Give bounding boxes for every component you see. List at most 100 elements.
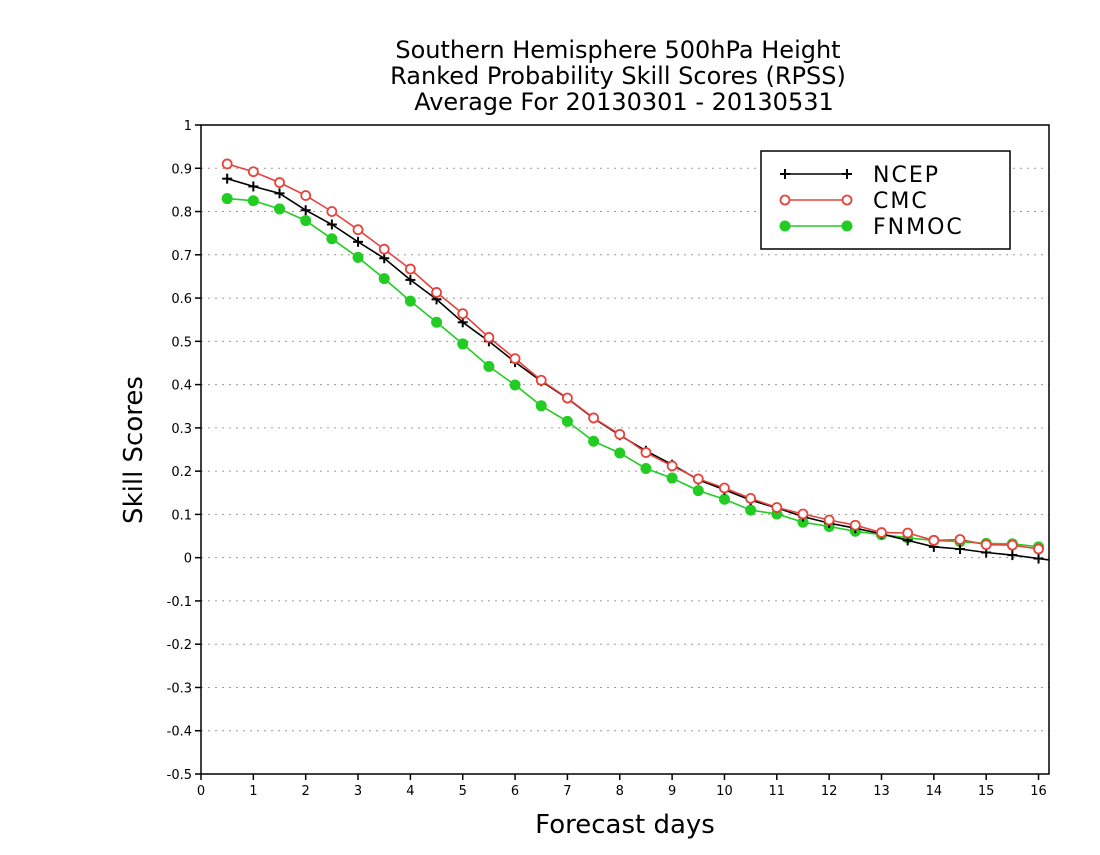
- x-tick-label: 1: [249, 784, 257, 799]
- legend-label-fnmoc: FNMOC: [873, 215, 964, 240]
- data-point-cmc: [666, 460, 678, 472]
- data-point-ncep: [379, 253, 390, 264]
- gridlines: [201, 167, 1049, 732]
- data-point-ncep: [274, 188, 285, 199]
- data-point-cmc: [876, 527, 887, 538]
- data-point-ncep: [222, 173, 233, 184]
- y-tick-label: 0.4: [171, 379, 192, 394]
- y-tick-label: 0.7: [171, 249, 192, 264]
- data-point-fnmoc: [509, 379, 521, 391]
- y-tick-label: 0.9: [171, 162, 192, 177]
- data-point-ncep: [405, 274, 416, 285]
- data-point-cmc: [509, 353, 521, 365]
- y-tick-label: 0.2: [171, 465, 192, 480]
- x-tick-label: 12: [821, 784, 838, 799]
- data-point-cmc: [431, 287, 442, 298]
- legend-item-ncep: NCEP: [780, 163, 938, 188]
- x-tick-label: 10: [716, 784, 733, 799]
- x-tick-label: 0: [197, 784, 205, 799]
- data-point-cmc: [535, 374, 547, 386]
- data-point-fnmoc: [692, 485, 704, 497]
- data-point-cmc: [640, 447, 652, 458]
- y-axis-title: Skill Scores: [119, 376, 149, 524]
- data-point-cmc: [928, 534, 940, 546]
- data-point-fnmoc: [404, 295, 416, 307]
- data-point-fnmoc: [352, 251, 364, 263]
- data-point-ncep: [955, 544, 966, 555]
- data-point-cmc: [980, 539, 992, 551]
- legend-item-fnmoc: FNMOC: [779, 215, 964, 240]
- data-point-cmc: [771, 502, 783, 513]
- x-tick-label: 5: [459, 784, 467, 799]
- data-point-cmc: [692, 473, 704, 485]
- data-point-fnmoc: [326, 233, 338, 245]
- data-point-cmc: [247, 166, 259, 178]
- x-tick-label: 15: [978, 784, 995, 799]
- data-point-fnmoc: [483, 360, 495, 372]
- data-point-cmc: [404, 263, 416, 275]
- legend-marker-end-cmc: [841, 194, 853, 206]
- data-point-fnmoc: [300, 215, 312, 227]
- x-tick-label: 8: [616, 784, 624, 799]
- y-tick-label: -0.3: [167, 681, 192, 696]
- data-point-fnmoc: [378, 273, 390, 285]
- data-point-fnmoc: [274, 203, 286, 215]
- x-tick-label: 4: [406, 784, 414, 799]
- y-tick-label: 0.3: [171, 422, 192, 437]
- y-axis-ticks: -0.5 -0.4 -0.3 -0.2 -0.1 0 0.1 0.2 0.3 0.4 0.5 0.6 0…: [167, 119, 201, 783]
- data-point-cmc: [849, 519, 861, 531]
- data-point-ncep: [1007, 550, 1018, 561]
- chart-title: Southern Hemisphere 500hPa Height Ranked…: [390, 36, 846, 116]
- x-axis-ticks: 0 1 2 3 4 5 6 7 8 9 10 11 12 13 14 15 16: [197, 774, 1047, 799]
- y-tick-label: 0.6: [171, 292, 192, 307]
- data-point-cmc: [378, 243, 390, 255]
- data-point-fnmoc: [457, 338, 469, 350]
- legend-marker-end-fnmoc: [841, 220, 853, 232]
- data-point-cmc: [457, 308, 469, 320]
- x-tick-label: 11: [769, 784, 786, 799]
- data-point-fnmoc: [431, 316, 443, 328]
- data-point-fnmoc: [588, 435, 600, 447]
- x-tick-label: 9: [668, 784, 676, 799]
- y-tick-label: 0.8: [171, 206, 192, 221]
- legend-item-cmc: CMC: [779, 189, 927, 214]
- data-point-cmc: [221, 158, 233, 170]
- series-cmc: [221, 158, 1044, 555]
- data-point-cmc: [274, 177, 285, 188]
- y-tick-label: -0.5: [167, 768, 192, 783]
- data-point-fnmoc: [247, 195, 259, 207]
- legend-marker-end-ncep: [842, 169, 852, 179]
- legend-marker-start-ncep: [780, 169, 790, 179]
- x-tick-label: 13: [873, 784, 890, 799]
- data-point-fnmoc: [718, 493, 730, 505]
- data-point-fnmoc: [221, 193, 233, 205]
- x-tick-label: 7: [563, 784, 571, 799]
- x-tick-label: 3: [354, 784, 362, 799]
- legend-marker-start-fnmoc: [779, 220, 791, 232]
- data-point-fnmoc: [535, 400, 547, 412]
- data-point-cmc: [614, 428, 626, 440]
- title-line-3: Average For 20130301 - 20130531: [414, 88, 834, 116]
- data-point-cmc: [745, 492, 757, 504]
- data-point-cmc: [719, 482, 730, 494]
- x-tick-label: 14: [926, 784, 943, 799]
- series-line-fnmoc: [227, 197, 1039, 548]
- data-point-fnmoc: [745, 504, 757, 516]
- title-line-2: Ranked Probability Skill Scores (RPSS): [390, 62, 846, 90]
- data-point-ncep: [353, 236, 364, 247]
- data-point-ncep: [300, 205, 311, 216]
- series-lines: [221, 158, 1050, 564]
- x-tick-label: 16: [1030, 784, 1047, 799]
- data-point-cmc: [588, 412, 599, 424]
- data-point-fnmoc: [666, 472, 678, 484]
- x-axis-title: Forecast days: [535, 810, 715, 840]
- data-point-cmc: [300, 190, 312, 201]
- data-point-cmc: [562, 392, 573, 404]
- y-tick-label: 0: [184, 552, 192, 567]
- data-point-ncep: [248, 181, 259, 192]
- data-point-cmc: [823, 514, 835, 526]
- data-point-ncep: [326, 219, 337, 230]
